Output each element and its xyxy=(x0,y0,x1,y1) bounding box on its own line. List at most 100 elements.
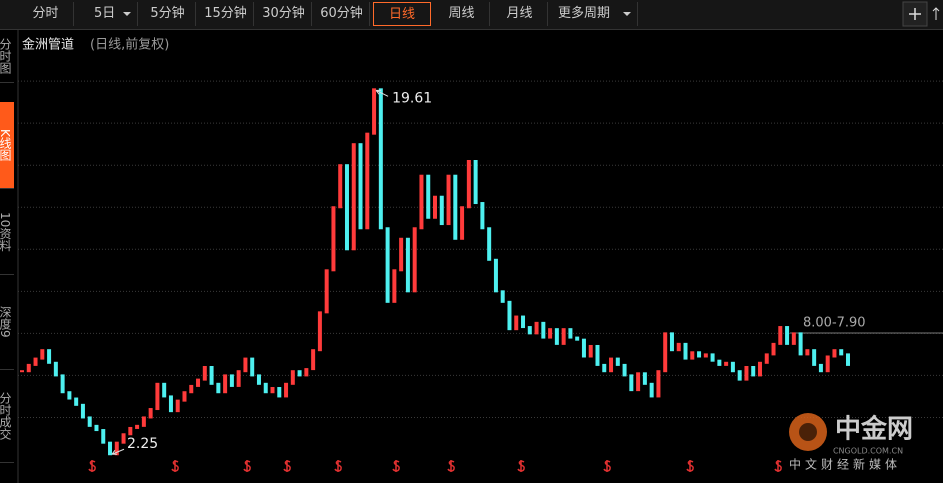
tab[interactable]: 5分钟 xyxy=(140,2,196,26)
candle xyxy=(26,363,31,373)
more-icon[interactable] xyxy=(932,7,940,20)
candle xyxy=(162,382,167,398)
side-tab[interactable]: K线图 xyxy=(0,102,14,189)
candle xyxy=(67,391,72,400)
candle xyxy=(703,353,708,358)
candle xyxy=(554,328,559,345)
candle xyxy=(642,372,647,385)
candle xyxy=(730,361,735,373)
candle xyxy=(595,344,600,366)
candle xyxy=(216,382,221,394)
tab[interactable]: 60分钟 xyxy=(314,2,370,26)
candle xyxy=(263,382,268,394)
candle xyxy=(805,349,810,356)
candle xyxy=(290,370,295,385)
tab[interactable]: 月线 xyxy=(492,2,548,26)
candle xyxy=(108,441,113,456)
candle xyxy=(778,326,783,345)
candle xyxy=(74,397,79,406)
plus-icon xyxy=(909,8,921,20)
watermark-brand: 中金网 xyxy=(835,414,913,445)
candle xyxy=(196,378,201,387)
candle xyxy=(832,349,837,358)
candle xyxy=(757,361,762,377)
side-tab[interactable]: 深度9 xyxy=(0,275,14,370)
candle xyxy=(297,370,302,377)
candle xyxy=(521,315,526,329)
candle xyxy=(575,336,580,341)
candle xyxy=(609,357,614,373)
tab[interactable]: 更多周期 xyxy=(550,2,638,26)
candle xyxy=(791,332,796,345)
tab[interactable]: 30分钟 xyxy=(256,2,312,26)
dropdown-arrow xyxy=(623,12,631,20)
candle xyxy=(744,366,749,381)
candle xyxy=(80,403,85,419)
candle xyxy=(53,361,58,377)
candle xyxy=(277,387,282,398)
price-line-label: 8.00-7.90 xyxy=(803,316,866,331)
candle xyxy=(839,349,844,356)
candle xyxy=(433,195,437,219)
toolbar: 分时 5日 5分钟 15分钟 30分钟 60分钟 日线 周线 月线 更多周期 xyxy=(0,0,943,30)
candle xyxy=(243,357,248,373)
candle xyxy=(507,300,512,331)
candle xyxy=(175,399,180,413)
candle xyxy=(818,363,823,373)
candle xyxy=(419,174,424,230)
candle xyxy=(412,227,417,293)
low-arrow xyxy=(111,448,125,455)
side-tab[interactable]: 10资料 xyxy=(0,190,14,275)
candle xyxy=(114,441,119,456)
candle xyxy=(690,351,695,360)
candle xyxy=(615,357,620,366)
candle xyxy=(473,160,478,205)
candle xyxy=(656,370,661,398)
candle xyxy=(60,374,65,394)
candle xyxy=(236,370,241,387)
candle xyxy=(622,363,627,377)
candle xyxy=(798,332,803,356)
candle xyxy=(33,357,38,366)
candle xyxy=(324,269,329,314)
candle xyxy=(135,424,140,429)
candle xyxy=(629,374,634,392)
sidebar: 分时图 K线图 10资料 深度9 分时成交 xyxy=(0,30,16,483)
candle xyxy=(405,237,410,293)
candle xyxy=(439,195,444,226)
tab[interactable]: 日线 xyxy=(373,2,431,26)
candle xyxy=(636,372,641,392)
candle xyxy=(304,368,309,377)
candle xyxy=(202,366,207,381)
candle xyxy=(94,424,99,432)
candle xyxy=(385,227,390,303)
watermark-slogan: 中文财经新媒体 xyxy=(789,457,901,472)
tab[interactable]: 分时 xyxy=(18,2,74,26)
candle xyxy=(331,206,336,272)
chart-subtitle: (日线,前复权) xyxy=(90,37,169,53)
candle xyxy=(351,143,356,251)
candle xyxy=(168,395,173,413)
candle xyxy=(548,328,553,339)
event-markers xyxy=(88,460,782,472)
candle xyxy=(825,355,830,373)
candle xyxy=(378,88,383,230)
candle xyxy=(426,174,431,219)
candle xyxy=(541,321,546,339)
candle xyxy=(588,344,593,358)
tab[interactable]: 5日 xyxy=(86,2,138,26)
candle xyxy=(514,315,519,331)
candle xyxy=(141,416,146,427)
side-tab[interactable]: 分时成交 xyxy=(0,370,14,463)
candle xyxy=(189,384,194,394)
candle xyxy=(338,164,343,209)
tab[interactable]: 15分钟 xyxy=(198,2,254,26)
candle xyxy=(372,88,377,135)
side-tab[interactable]: 分时图 xyxy=(0,30,14,83)
candle xyxy=(446,174,451,226)
high-label: 19.61 xyxy=(392,90,432,106)
candle xyxy=(182,391,187,402)
tab[interactable]: 周线 xyxy=(434,2,490,26)
